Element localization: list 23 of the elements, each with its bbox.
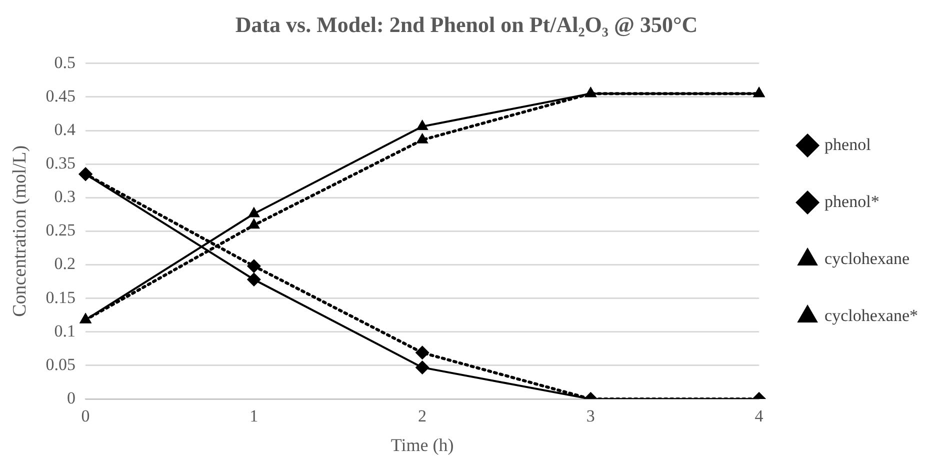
- y-tick-label: 0.4: [54, 120, 76, 139]
- y-tick-label: 0.1: [54, 321, 76, 340]
- y-tick-label: 0.2: [54, 254, 76, 274]
- legend-label: cyclohexane*: [824, 306, 918, 325]
- x-tick-label: 2: [418, 406, 427, 426]
- y-tick-label: 0.5: [54, 52, 76, 72]
- y-tick-label: 0.25: [46, 220, 76, 240]
- x-axis-title: Time (h): [390, 434, 454, 455]
- x-tick-label: 4: [754, 406, 764, 426]
- y-tick-label: 0.35: [46, 154, 76, 173]
- x-tick-label: 1: [250, 406, 258, 426]
- x-tick-label: 3: [586, 406, 595, 426]
- x-tick-label: 0: [81, 406, 90, 426]
- legend-label: cyclohexane: [824, 248, 910, 268]
- legend-label: phenol*: [824, 192, 880, 211]
- y-tick-label: 0.15: [46, 288, 76, 307]
- y-axis-title: Concentration (mol/L): [9, 145, 30, 317]
- y-tick-label: 0.05: [46, 354, 76, 374]
- y-tick-label: 0.3: [54, 187, 76, 206]
- y-tick-label: 0.45: [46, 86, 76, 106]
- chart-title: Data vs. Model: 2nd Phenol on Pt/Al₂O₃ @ 350°C: [235, 12, 698, 37]
- y-tick-label: 0: [67, 388, 76, 408]
- legend-label: phenol: [824, 134, 872, 154]
